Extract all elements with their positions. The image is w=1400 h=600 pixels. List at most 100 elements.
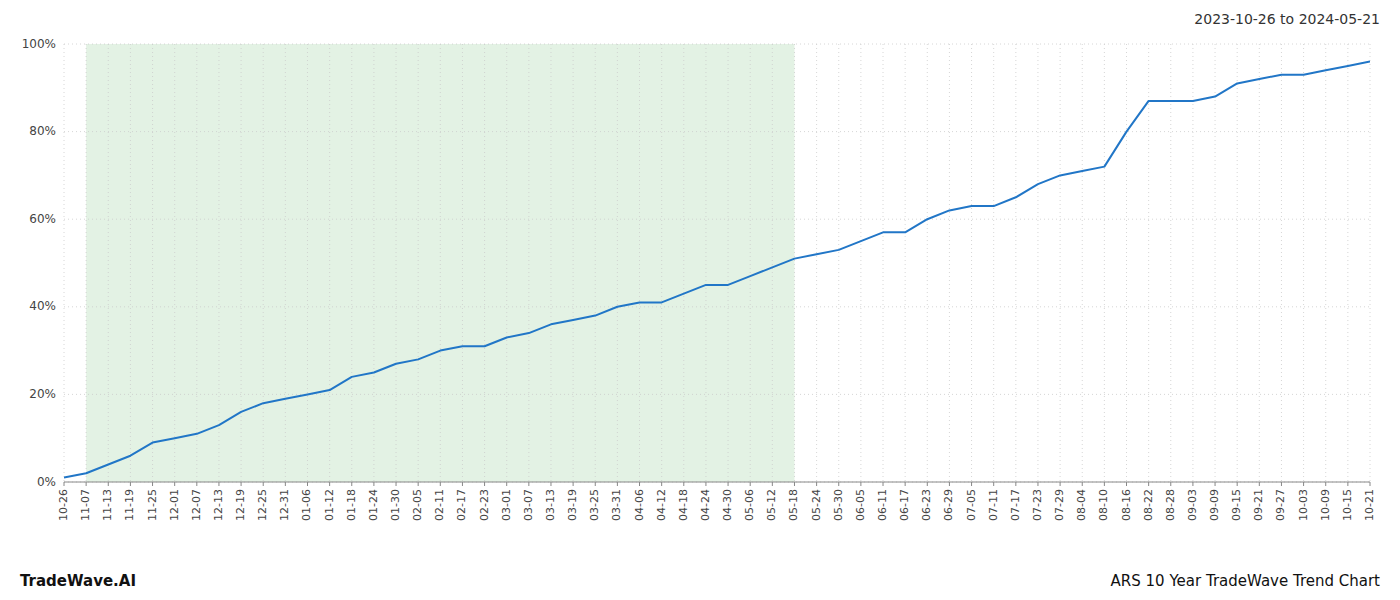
x-grid-line <box>462 44 463 482</box>
x-tick <box>750 482 751 486</box>
x-tick-label: 06-17 <box>898 489 911 521</box>
x-grid-line <box>1015 44 1016 482</box>
x-tick <box>1060 482 1061 486</box>
x-grid-line <box>64 44 65 482</box>
x-grid-line <box>816 44 817 482</box>
x-tick <box>263 482 264 486</box>
series-group <box>64 62 1370 478</box>
x-grid-line <box>883 44 884 482</box>
x-tick-label: 04-18 <box>677 489 690 521</box>
x-tick <box>174 482 175 486</box>
x-tick <box>1082 482 1083 486</box>
x-tick <box>1347 482 1348 486</box>
y-grid-line <box>64 219 1370 220</box>
x-axis: 10-2611-0711-1311-1911-2512-0112-0712-13… <box>57 482 1376 521</box>
x-tick <box>971 482 972 486</box>
x-grid-line <box>263 44 264 482</box>
x-tick <box>196 482 197 486</box>
y-grid-line <box>64 131 1370 132</box>
x-grid-line <box>196 44 197 482</box>
x-tick <box>617 482 618 486</box>
x-tick <box>705 482 706 486</box>
x-tick-label: 05-06 <box>743 489 756 521</box>
x-tick-label: 09-21 <box>1252 489 1265 521</box>
y-tick-label: 80% <box>29 124 56 138</box>
x-tick-label: 08-10 <box>1097 489 1110 521</box>
x-tick <box>1303 482 1304 486</box>
x-tick-label: 04-30 <box>721 489 734 521</box>
x-tick-label: 04-24 <box>699 489 712 521</box>
x-tick-label: 11-19 <box>123 489 136 521</box>
x-tick-label: 08-04 <box>1075 489 1088 521</box>
x-tick <box>838 482 839 486</box>
x-tick-label: 11-25 <box>146 489 159 521</box>
x-grid-line <box>1037 44 1038 482</box>
x-grid-line <box>860 44 861 482</box>
x-tick-label: 01-12 <box>323 489 336 521</box>
x-grid-line <box>1148 44 1149 482</box>
x-tick-label: 12-31 <box>278 489 291 521</box>
x-grid-line <box>794 44 795 482</box>
x-grid-line <box>838 44 839 482</box>
x-grid-line <box>1060 44 1061 482</box>
x-grid-line <box>1370 44 1371 482</box>
x-tick-label: 10-26 <box>57 489 70 521</box>
x-tick <box>130 482 131 486</box>
x-grid-line <box>285 44 286 482</box>
x-grid-line <box>661 44 662 482</box>
x-tick <box>152 482 153 486</box>
x-tick-label: 05-18 <box>787 489 800 521</box>
x-tick-label: 09-15 <box>1230 489 1243 521</box>
x-grid-line <box>639 44 640 482</box>
x-tick-label: 10-21 <box>1363 489 1376 521</box>
x-tick <box>1281 482 1282 486</box>
x-tick-label: 01-06 <box>300 489 313 521</box>
x-grid-line <box>329 44 330 482</box>
x-tick <box>285 482 286 486</box>
x-grid-line <box>440 44 441 482</box>
x-tick-label: 03-01 <box>500 489 513 521</box>
x-grid-line <box>86 44 87 482</box>
span-group <box>86 44 794 482</box>
x-tick <box>860 482 861 486</box>
x-tick-label: 01-30 <box>389 489 402 521</box>
x-tick <box>418 482 419 486</box>
x-tick <box>528 482 529 486</box>
x-grid-line <box>351 44 352 482</box>
x-grid-line <box>1170 44 1171 482</box>
x-tick <box>1104 482 1105 486</box>
x-grid-line <box>307 44 308 482</box>
annotation: TradeWave.AI <box>20 572 136 590</box>
x-tick <box>794 482 795 486</box>
x-tick-label: 05-12 <box>765 489 778 521</box>
x-tick-label: 04-06 <box>633 489 646 521</box>
x-grid-line <box>1082 44 1083 482</box>
x-tick-label: 02-23 <box>478 489 491 521</box>
x-grid-line <box>971 44 972 482</box>
x-tick <box>1015 482 1016 486</box>
x-tick <box>64 482 65 486</box>
y-grid-line <box>64 306 1370 307</box>
x-grid-line <box>528 44 529 482</box>
x-grid-line <box>418 44 419 482</box>
y-tick-label: 40% <box>29 299 56 313</box>
x-tick <box>550 482 551 486</box>
x-tick <box>905 482 906 486</box>
x-tick <box>1237 482 1238 486</box>
x-grid-line <box>993 44 994 482</box>
x-tick-label: 02-05 <box>411 489 424 521</box>
x-grid-line <box>152 44 153 482</box>
x-grid-line <box>595 44 596 482</box>
y-tick-label: 100% <box>22 37 56 51</box>
x-tick-label: 12-07 <box>190 489 203 521</box>
x-tick <box>927 482 928 486</box>
y-grid-line <box>64 394 1370 395</box>
x-grid-line <box>1126 44 1127 482</box>
x-tick-label: 12-19 <box>234 489 247 521</box>
shaded-span <box>86 44 794 482</box>
x-grid-line <box>617 44 618 482</box>
x-grid-line <box>218 44 219 482</box>
x-grid-line <box>506 44 507 482</box>
x-tick-label: 03-31 <box>610 489 623 521</box>
x-grid-line <box>484 44 485 482</box>
